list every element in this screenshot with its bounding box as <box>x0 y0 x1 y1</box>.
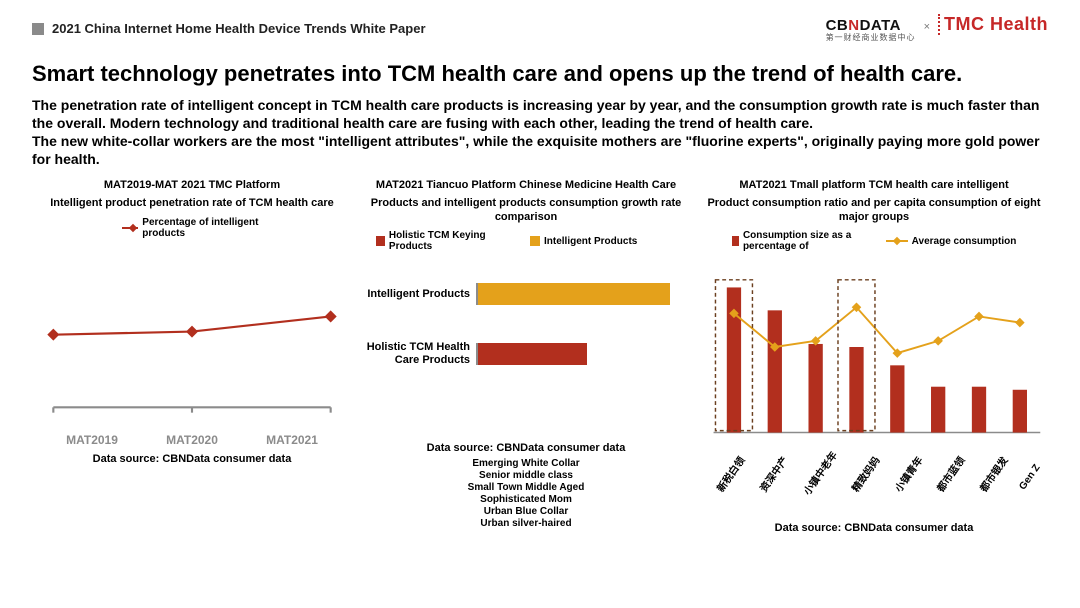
chart1-legend-label: Percentage of intelligent products <box>142 217 262 239</box>
chart3-x-labels: 新税白领资深中产小镇中老年精致妈妈小镇青年都市蓝领都市银发Gen Z <box>700 466 1048 516</box>
glossary-line: Urban Blue Collar <box>356 506 696 518</box>
chart2-legend-b-label: Intelligent Products <box>544 236 637 247</box>
brand-separator: × <box>922 21 932 33</box>
chart2-body: Intelligent Products Holistic TCM Health… <box>356 256 696 436</box>
chart3-legend-line: Average consumption <box>886 230 1017 252</box>
chart-eight-groups: MAT2021 Tmall platform TCM health care i… <box>700 179 1048 534</box>
glossary-line: Senior middle class <box>356 470 696 482</box>
chart2-legend-a-label: Holistic TCM Keying Products <box>389 230 516 252</box>
glossary-line: Emerging White Collar <box>356 458 696 470</box>
glossary-line: Urban silver-haired <box>356 518 696 530</box>
chart3-title-l2: Product consumption ratio and per capita… <box>700 197 1048 225</box>
chart2-title-l2: Products and intelligent products consum… <box>356 197 696 225</box>
chart3-source: Data source: CBNData consumer data <box>700 522 1048 534</box>
chart3-legend: Consumption size as a percentage of Aver… <box>700 230 1048 252</box>
chart1-source: Data source: CBNData consumer data <box>32 453 352 465</box>
chart2-bar <box>478 343 587 365</box>
chart1-title-l1: MAT2019-MAT 2021 TMC Platform <box>32 179 352 193</box>
chart1-legend-item: Percentage of intelligent products <box>122 217 262 239</box>
chart1-x-label: MAT2021 <box>266 433 318 447</box>
chart1-x-label: MAT2019 <box>66 433 118 447</box>
chart2-source: Data source: CBNData consumer data <box>356 442 696 454</box>
glossary-line: Small Town Middle Aged <box>356 482 696 494</box>
chart1-x-label: MAT2020 <box>166 433 218 447</box>
page: 2021 China Internet Home Health Device T… <box>0 0 1080 608</box>
chart1-svg <box>32 243 352 433</box>
chart-growth-bars: MAT2021 Tiancuo Platform Chinese Medicin… <box>356 179 696 534</box>
chart2-bar <box>478 283 670 305</box>
header: 2021 China Internet Home Health Device T… <box>32 14 1048 43</box>
charts-row: MAT2019-MAT 2021 TMC Platform Intelligen… <box>32 179 1048 534</box>
chart3-svg <box>700 256 1048 466</box>
chart2-row: Intelligent Products <box>356 264 696 324</box>
brand-tmc: TMC Health <box>938 14 1048 35</box>
swatch-icon <box>376 236 385 246</box>
glossary-line: Sophisticated Mom <box>356 494 696 506</box>
document-title: 2021 China Internet Home Health Device T… <box>52 21 426 36</box>
chart2-bar-track <box>476 343 696 365</box>
brand-block: CBNDATA 第一财经商业数据中心 × TMC Health <box>826 14 1048 43</box>
line-marker-icon <box>886 237 908 245</box>
header-left: 2021 China Internet Home Health Device T… <box>32 21 426 36</box>
chart2-row: Holistic TCM Health Care Products <box>356 324 696 384</box>
chart3-legend-line-label: Average consumption <box>912 236 1017 247</box>
chart1-title-l2: Intelligent product penetration rate of … <box>32 197 352 211</box>
chart1-legend: Percentage of intelligent products <box>32 217 352 239</box>
brand-cbn: CBNDATA 第一财经商业数据中心 <box>826 17 916 43</box>
chart2-row-label: Holistic TCM Health Care Products <box>356 341 476 367</box>
body-copy: The penetration rate of intelligent conc… <box>32 97 1048 169</box>
chart-penetration-line: MAT2019-MAT 2021 TMC Platform Intelligen… <box>32 179 352 534</box>
bullet-icon <box>32 23 44 35</box>
swatch-icon <box>732 236 739 246</box>
chart3-title-l1: MAT2021 Tmall platform TCM health care i… <box>700 179 1048 193</box>
chart2-bar-track <box>476 283 696 305</box>
page-headline: Smart technology penetrates into TCM hea… <box>32 61 1048 87</box>
chart2-row-label: Intelligent Products <box>356 288 476 301</box>
line-marker-icon <box>122 224 138 232</box>
chart2-legend: Holistic TCM Keying Products Intelligent… <box>356 230 696 252</box>
chart2-legend-a: Holistic TCM Keying Products <box>376 230 516 252</box>
chart3-legend-bar-label: Consumption size as a percentage of <box>743 230 872 252</box>
chart3-legend-bar: Consumption size as a percentage of <box>732 230 872 252</box>
swatch-icon <box>530 236 540 246</box>
chart1-x-labels: MAT2019 MAT2020 MAT2021 <box>32 433 352 447</box>
brand-cbn-subtitle: 第一财经商业数据中心 <box>826 32 916 43</box>
chart3-glossary: Emerging White CollarSenior middle class… <box>356 458 696 530</box>
chart2-legend-b: Intelligent Products <box>530 230 637 252</box>
chart2-title-l1: MAT2021 Tiancuo Platform Chinese Medicin… <box>356 179 696 193</box>
